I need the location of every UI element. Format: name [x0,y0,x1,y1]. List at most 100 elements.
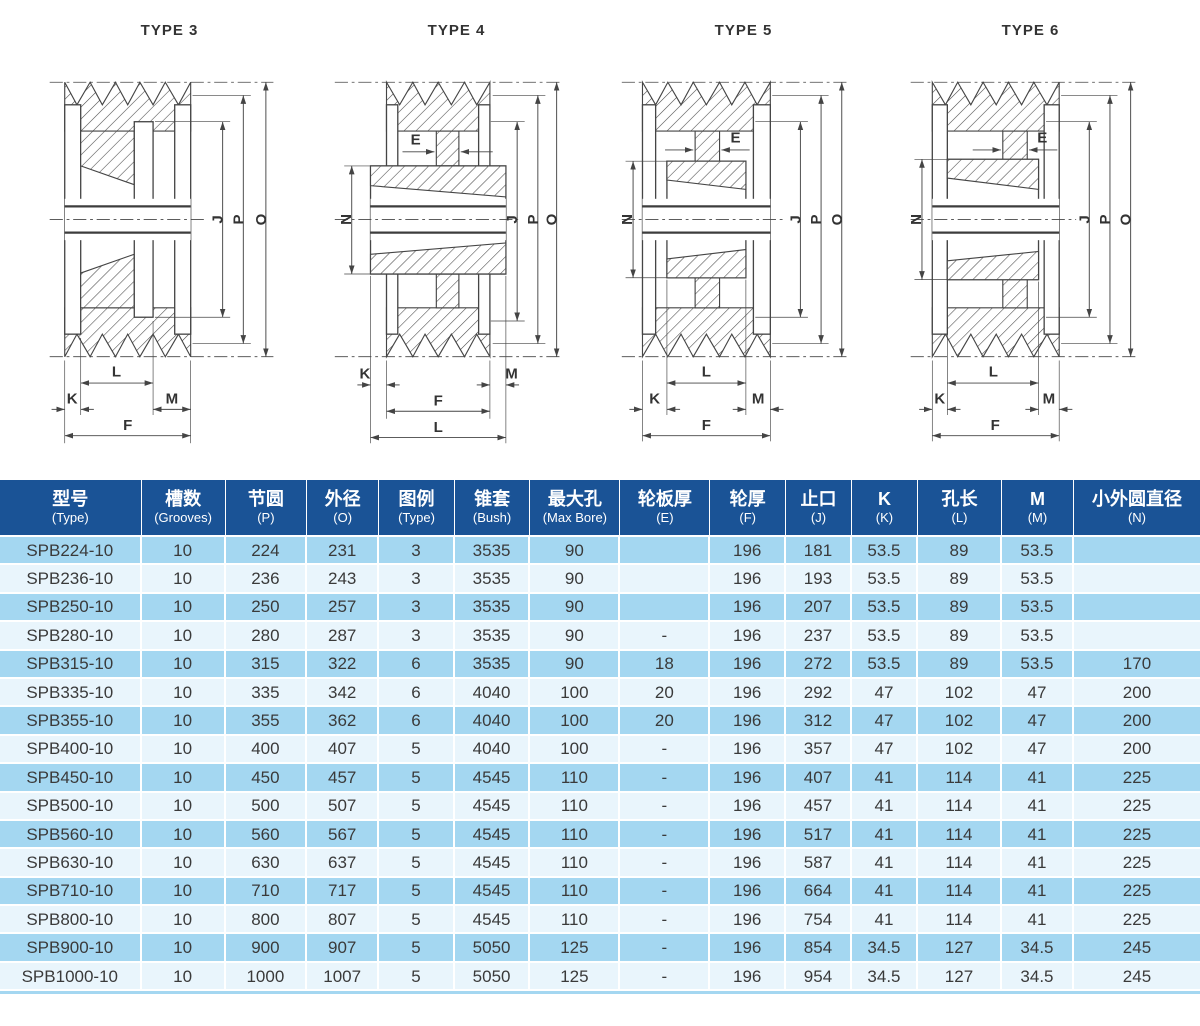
table-cell: 312 [785,705,852,734]
table-cell: SPB250-10 [0,591,142,621]
table-cell: 20 [620,705,711,734]
table-cell: 357 [785,733,852,763]
table-cell: 315 [225,648,308,677]
table-cell: 407 [307,733,380,763]
table-cell: 90 [530,563,621,592]
table-cell: 4040 [454,705,531,734]
table-cell: 10 [141,591,226,621]
table-row: SPB450-10 10 450 457 5 4545 110-196 407 41 114 41 2… [0,762,1200,791]
table-cell: 517 [785,818,852,848]
column-header-en: (Grooves) [154,510,212,526]
column-header-en: (P) [257,510,275,526]
dim-label-f: F [433,393,442,410]
column-header-cn: 轮板厚 [637,488,692,509]
table-cell: 110 [530,904,621,933]
table-cell: 110 [530,790,621,819]
table-cell: 355 [225,705,308,734]
table-row: SPB710-10 10 710 717 5 4545 110-196 664 41 114 41 2… [0,875,1200,905]
table-cell: 6 [379,676,455,706]
table-cell: SPB224-10 [0,535,142,564]
table-cell: 1000 [225,960,308,990]
table-cell: 224 [225,535,308,564]
table-row: SPB280-10 10 280 287 3 3535 90-196 237 53.5 89 53.… [0,620,1200,649]
column-header-cn: 型号 [52,488,89,509]
column-header: M (M) [1001,480,1074,535]
column-header: 槽数 (Grooves) [141,480,226,535]
table-cell [1073,563,1200,591]
table-cell: 507 [307,790,380,819]
table-cell: 181 [785,535,852,564]
table-cell: 225 [1073,875,1200,904]
table-cell: 193 [785,563,852,592]
dim-label-p: P [1096,214,1113,224]
table-cell: 272 [785,648,852,677]
dim-label-o: O [828,213,845,225]
column-header-cn: 锥套 [474,488,511,509]
column-header-en: (J) [810,510,827,526]
table-row: SPB335-10 10 335 342 6 4040 100 20 196 292 47 102 47… [0,676,1200,706]
table-cell: 47 [851,705,918,734]
table-cell [1073,591,1200,620]
table-cell: - [620,620,711,649]
table-cell: 637 [307,847,380,876]
dim-label-k: K [649,391,660,408]
table-cell: 754 [785,904,852,933]
table-cell: 10 [141,932,226,961]
table-cell: 41 [851,904,918,933]
pulley-section-drawing-type5: E N J P O L [619,80,849,442]
table-cell: SPB236-10 [0,563,142,592]
column-header: 锥套 (Bush) [454,480,531,535]
dim-label-o: O [1117,213,1134,225]
table-cell: 196 [710,818,786,848]
table-cell: 5050 [454,932,531,961]
figure-type3: TYPE 3 J [26,16,313,480]
table-cell: 89 [917,535,1002,564]
figure-type5: TYPE 5 E [600,16,887,480]
column-header-cn: 孔长 [941,488,978,509]
table-cell: 3 [379,563,455,592]
table-cell: 6 [379,648,455,677]
table-cell [1073,620,1200,648]
table-cell: 207 [785,591,852,621]
table-cell: - [620,932,711,961]
column-header-cn: 最大孔 [547,488,602,509]
dim-label-e: E [1037,129,1047,146]
table-cell: SPB710-10 [0,875,142,905]
table-row: SPB236-10 10 236 243 3 3535 90 196 193 53.5 89 53.5 [0,563,1200,592]
table-cell: 53.5 [1001,563,1074,592]
table-cell: SPB800-10 [0,904,142,933]
table-cell: SPB500-10 [0,790,142,819]
column-header-cn: 节圆 [247,488,284,509]
dim-label-p: P [808,214,825,224]
column-header-cn: M [1029,488,1045,509]
table-cell: 237 [785,620,852,649]
table-cell: 127 [917,960,1002,990]
table-cell: - [620,847,711,876]
dim-label-n: N [337,214,354,225]
dim-label-f: F [123,417,132,434]
column-header-en: (E) [656,510,674,526]
table-cell: - [620,875,711,905]
dim-label-p: P [524,214,541,224]
table-cell: 125 [530,932,621,961]
table-cell: 200 [1073,733,1200,762]
column-header-en: (L) [951,510,968,526]
column-header: K (K) [851,480,918,535]
table-cell: 196 [710,875,786,905]
dim-label-l: L [433,419,442,436]
dim-label-e: E [410,131,420,148]
table-cell: 34.5 [1001,932,1074,961]
table-cell: 4545 [454,762,531,791]
figure-type4: TYPE 4 E [313,16,600,480]
table-cell: SPB900-10 [0,932,142,961]
table-cell: 114 [917,904,1002,933]
table-cell: 196 [710,790,786,819]
table-cell: 630 [225,847,308,876]
table-cell: 287 [307,620,380,649]
table-cell: SPB400-10 [0,733,142,763]
table-cell: 10 [141,705,226,734]
table-cell: 250 [225,591,308,621]
table-cell: 335 [225,676,308,706]
table-cell: 41 [1001,790,1074,819]
table-cell: SPB1000-10 [0,960,142,990]
